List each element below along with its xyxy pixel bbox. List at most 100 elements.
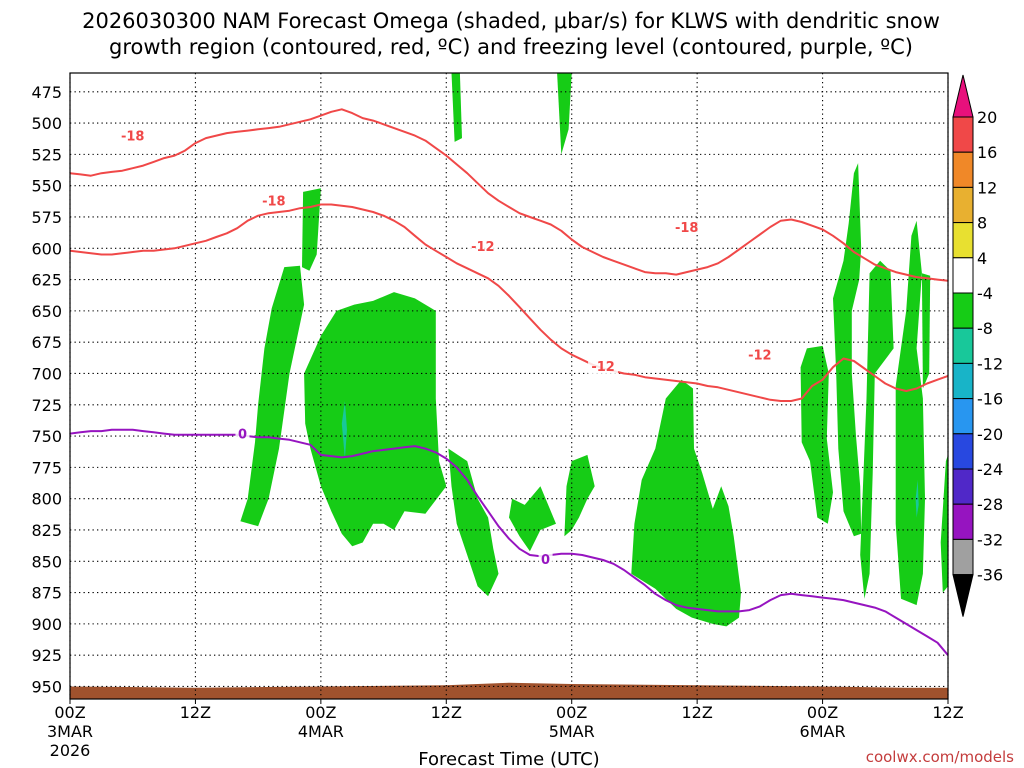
- omega-region-upward-motion-h84: [940, 454, 948, 593]
- colorbar-bin-8: [952, 362, 974, 400]
- plot-frame: [69, 72, 949, 700]
- colorbar-bin-11: [952, 468, 974, 505]
- y-tick-550: 550: [31, 177, 62, 196]
- omega-region-upward-motion-h7: [240, 265, 305, 527]
- omega-region-upward-motion-h20: [631, 379, 741, 627]
- y-tick-825: 825: [31, 521, 62, 540]
- x-tick-date-48: 5MAR: [549, 722, 595, 741]
- colorbar-label-1: 16: [977, 143, 997, 162]
- series-label-bg-1-0: [467, 237, 498, 254]
- omega-region-upward-motion-h19: [564, 454, 595, 537]
- colorbar-label-7: -12: [977, 354, 1003, 373]
- series-label-1-0: -12: [471, 240, 495, 255]
- omega-region-upward-motion-h15: [448, 448, 499, 597]
- colorbar-label-10: -24: [977, 460, 1003, 479]
- colorbar-label-8: -16: [977, 390, 1003, 409]
- y-tick-950: 950: [31, 677, 62, 696]
- series-label-0-2: -18: [675, 221, 699, 236]
- series-label-bg-1-2: [744, 346, 775, 363]
- terrain-ground: [70, 682, 948, 699]
- y-tick-625: 625: [31, 271, 62, 290]
- omega-core-0: [341, 401, 347, 459]
- colorbar-label-0: 20: [977, 108, 997, 127]
- omega-region-upward-motion-h82-pocket: [921, 273, 931, 389]
- x-tick-60: 12Z: [681, 703, 712, 722]
- colorbar-bin-3: [952, 186, 974, 224]
- y-tick-750: 750: [31, 427, 62, 446]
- x-tick-36: 12Z: [431, 703, 462, 722]
- omega-region-upward-motion-h36: [451, 73, 462, 142]
- colorbar: 20 16 12 8 4 -4 -8 -12 -16 -20 -24 -28 -32 -36: [952, 74, 1003, 617]
- colorbar-bin-1: [952, 116, 974, 153]
- y-tick-700: 700: [31, 364, 62, 383]
- series-label-bg-1-1: [588, 357, 619, 374]
- y-axis: 475 500 525 550 575 600 625 650 675 700 725 750 775 8…: [31, 83, 62, 697]
- colorbar-label-6: -8: [977, 319, 993, 338]
- terrain-fill: [70, 682, 948, 699]
- y-tick-650: 650: [31, 302, 62, 321]
- series-label-2-0: 0: [238, 428, 247, 443]
- series-label-bg-2-1: [538, 550, 553, 567]
- omega-shading: [240, 73, 948, 627]
- colorbar-label-2: 12: [977, 178, 997, 197]
- x-tick-48: 00Z: [556, 703, 587, 722]
- x-tick-date-0: 3MAR: [47, 722, 93, 741]
- series-label-bg-0-0: [117, 127, 148, 144]
- series-label-bg-0-1: [258, 192, 289, 209]
- omega-region-upward-motion-h17: [509, 486, 556, 552]
- y-tick-775: 775: [31, 458, 62, 477]
- omega-region-upward-motion-h48: [557, 73, 572, 155]
- series-label-2-1: 0: [541, 553, 550, 568]
- x-tick-year-0: 2026: [50, 741, 91, 760]
- y-tick-900: 900: [31, 615, 62, 634]
- colorbar-bin-9: [952, 398, 974, 435]
- x-tick-date-24: 4MAR: [298, 722, 344, 741]
- watermark: coolwx.com/models: [866, 748, 1014, 766]
- x-tick-date-72: 6MAR: [800, 722, 846, 741]
- y-tick-725: 725: [31, 396, 62, 415]
- y-tick-800: 800: [31, 490, 62, 509]
- omega-region-upward-motion-h13: [304, 292, 447, 547]
- x-tick-24: 00Z: [305, 703, 336, 722]
- omega-region-upward-motion-h74: [833, 163, 862, 537]
- series-label-bg-0-2: [671, 218, 702, 235]
- y-tick-525: 525: [31, 145, 62, 164]
- y-tick-600: 600: [31, 239, 62, 258]
- contour-labels: -18 -18 -18 -12 -12 -12 0 0: [117, 127, 775, 568]
- x-tick-72: 00Z: [807, 703, 838, 722]
- series-label-0-1: -18: [262, 195, 286, 210]
- y-tick-925: 925: [31, 646, 62, 665]
- series-label-0-0: -18: [121, 130, 145, 145]
- colorbar-bin-10: [952, 433, 974, 470]
- series-label-bg-2-0: [235, 425, 250, 442]
- x-tick-0: 00Z: [54, 703, 85, 722]
- y-tick-675: 675: [31, 333, 62, 352]
- colorbar-label-13: -36: [977, 566, 1003, 585]
- series-label-1-2: -12: [748, 349, 772, 364]
- series-label-1-1: -12: [591, 360, 615, 375]
- colorbar-bottom-arrow: [952, 574, 974, 617]
- colorbar-label-11: -28: [977, 495, 1003, 514]
- colorbar-bin-2: [952, 151, 974, 188]
- colorbar-bin-6: [952, 292, 974, 329]
- series-line-2: [70, 428, 948, 656]
- y-tick-850: 850: [31, 552, 62, 571]
- colorbar-top-arrow: [952, 74, 974, 118]
- colorbar-label-3: 8: [977, 214, 987, 233]
- chart-title-line-2: growth region (contoured, red, ºC) and f…: [109, 35, 913, 59]
- colorbar-bin-4: [952, 222, 974, 259]
- x-tick-12: 12Z: [180, 703, 211, 722]
- omega-region-upward-motion-h78: [860, 260, 894, 599]
- series-line-0: [70, 108, 948, 282]
- chart-title-line-1: 2026030300 NAM Forecast Omega (shaded, μ…: [82, 9, 940, 33]
- colorbar-bin-5: [952, 257, 974, 294]
- colorbar-bin-12: [952, 503, 974, 540]
- colorbar-bin-7: [952, 327, 974, 364]
- colorbar-label-4: 4: [977, 249, 987, 268]
- contour-lines: [70, 108, 948, 656]
- colorbar-label-5: -4: [977, 284, 993, 303]
- y-tick-500: 500: [31, 114, 62, 133]
- x-axis-label: Forecast Time (UTC): [418, 749, 599, 768]
